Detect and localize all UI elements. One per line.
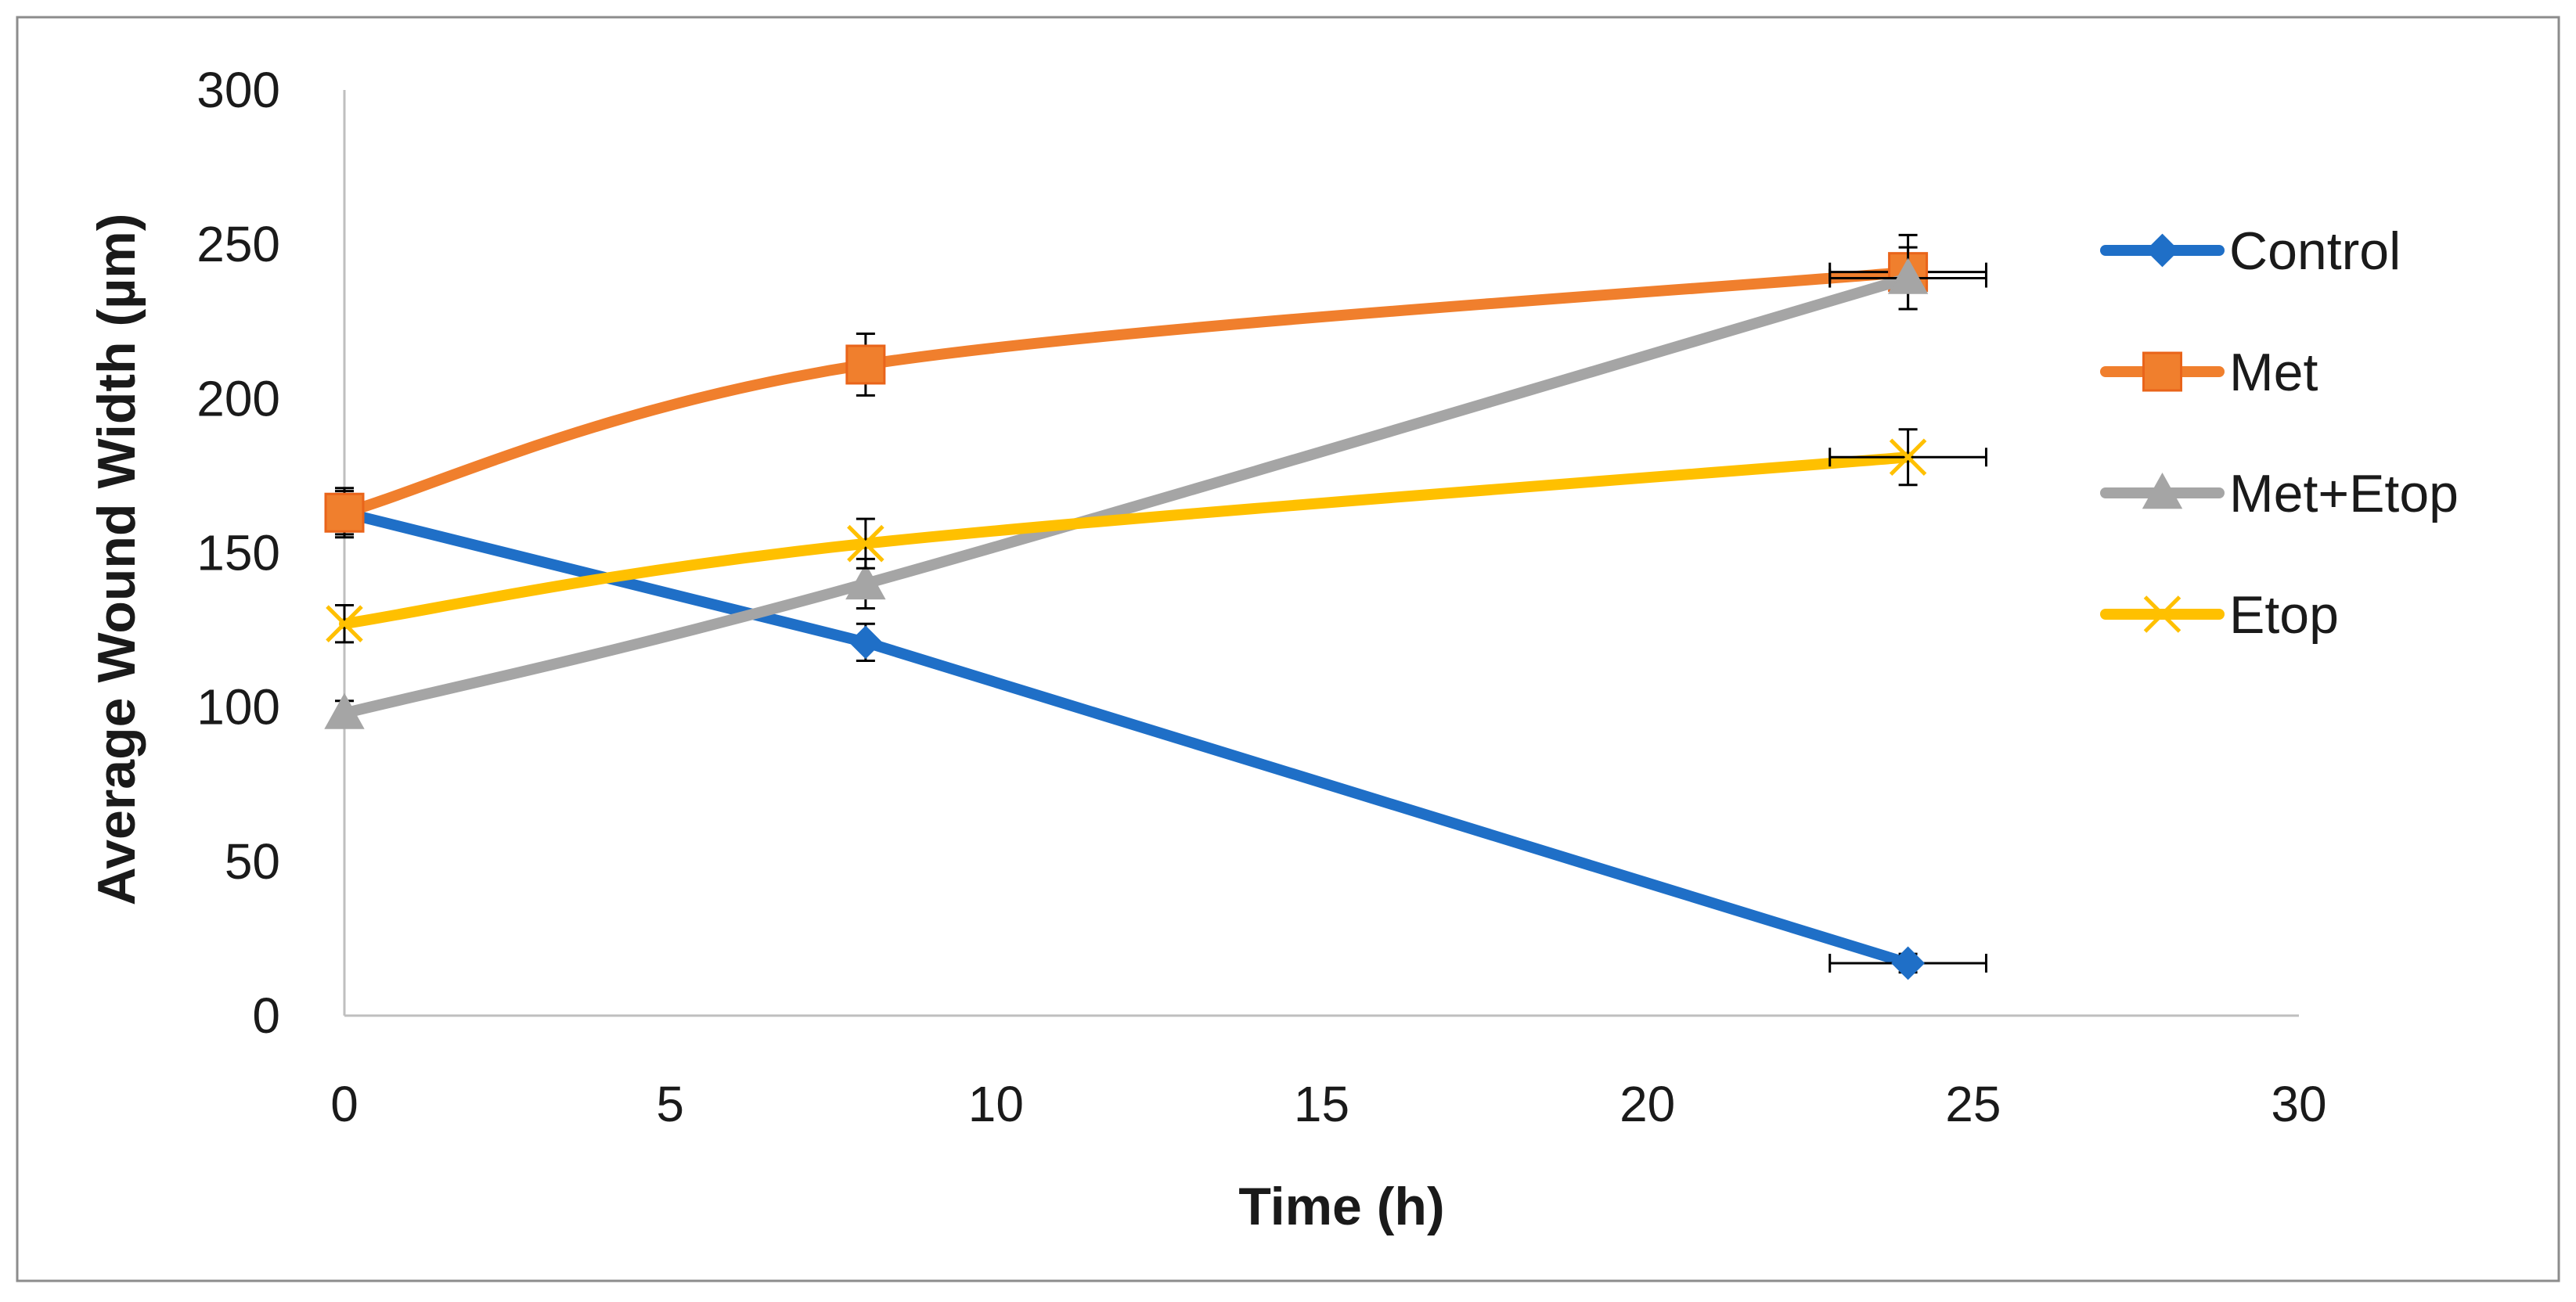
data-point-etop	[1889, 438, 1927, 477]
legend-label: Met	[2229, 343, 2318, 402]
y-tick-label: 50	[225, 833, 280, 890]
legend-marker	[2142, 351, 2182, 392]
data-point-etop	[847, 524, 884, 563]
y-tick-label: 100	[196, 679, 280, 736]
y-axis-title: Average Wound Width (µm)	[87, 214, 146, 906]
chart-border	[16, 16, 2560, 1282]
x-tick-label: 30	[2271, 1076, 2326, 1132]
x-axis-title: Time (h)	[1238, 1177, 1444, 1236]
legend-item-met-etop: Met+Etop	[2100, 464, 2459, 523]
x-tick-label: 25	[1945, 1076, 2001, 1132]
marker-stroke	[847, 524, 884, 563]
data-point-etop	[326, 605, 363, 642]
data-point-met	[845, 344, 886, 385]
legend: Control Met Met+Etop Etop	[2100, 221, 2459, 645]
legend-label: Etop	[2229, 585, 2339, 645]
data-point-met-etop	[845, 563, 886, 600]
series-line-met-etop	[339, 272, 1914, 719]
legend-item-met: Met	[2100, 343, 2318, 402]
legend-marker	[2143, 595, 2181, 633]
series-layer	[324, 233, 1987, 980]
marker-stroke	[326, 605, 363, 642]
data-point-met	[324, 492, 365, 533]
y-tick-label: 0	[252, 987, 280, 1044]
y-tick-label: 200	[196, 370, 280, 426]
data-point-control	[848, 625, 883, 660]
x-tick-label: 0	[330, 1076, 358, 1132]
legend-marker	[2142, 472, 2183, 509]
legend-label: Met+Etop	[2229, 464, 2459, 523]
x-tick-label: 10	[968, 1076, 1024, 1132]
legend-label: Control	[2229, 221, 2401, 281]
series-met-etop	[324, 246, 1987, 729]
data-point-met-etop	[324, 692, 365, 729]
x-tick-label: 15	[1294, 1076, 1349, 1132]
legend-item-etop: Etop	[2100, 585, 2339, 645]
data-point-control	[1891, 946, 1926, 980]
data-point-met-etop	[1887, 257, 1929, 294]
x-tick-label: 20	[1619, 1076, 1675, 1132]
legend-item-control: Control	[2100, 221, 2401, 281]
y-tick-label: 300	[196, 62, 280, 118]
marker-stroke	[2143, 595, 2181, 633]
legend-marker	[2145, 233, 2179, 268]
x-tick-label: 5	[656, 1076, 684, 1132]
series-etop	[326, 428, 1987, 644]
series-line-met	[339, 266, 1914, 519]
y-tick-label: 150	[196, 525, 280, 581]
series-line-etop	[339, 451, 1914, 630]
y-tick-label: 250	[196, 216, 280, 272]
marker-stroke	[1889, 438, 1927, 477]
